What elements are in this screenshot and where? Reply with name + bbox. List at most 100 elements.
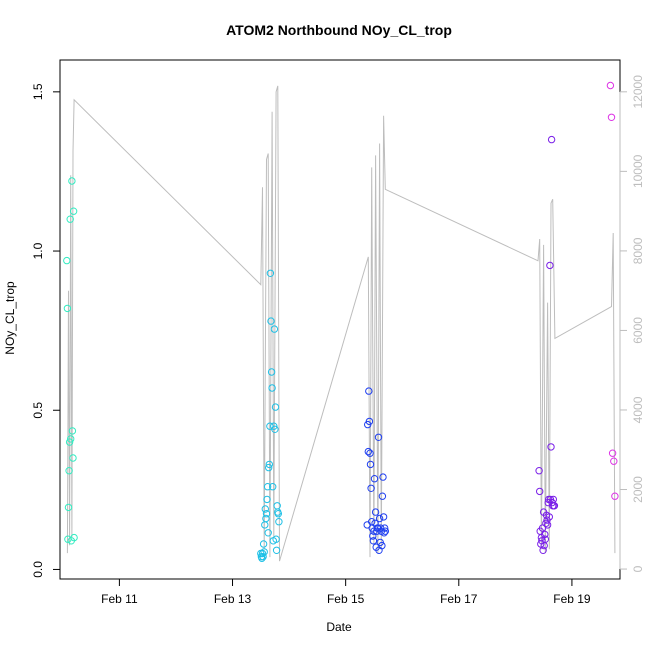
x-tick-label: Feb 11: [101, 592, 138, 606]
data-point: [545, 513, 553, 521]
secondary-y-tick-label: 10000: [631, 154, 645, 188]
data-point: [275, 518, 283, 526]
data-point: [271, 403, 280, 411]
data-point: [70, 533, 78, 542]
data-point: [374, 433, 383, 441]
data-point: [67, 435, 75, 443]
data-point: [261, 505, 269, 513]
data-point: [608, 449, 617, 457]
y-axis: 0.0 0.5 1.0 1.5: [31, 83, 61, 578]
data-point: [538, 537, 546, 545]
data-point: [271, 425, 279, 433]
data-point: [367, 484, 375, 492]
data-point: [266, 269, 275, 277]
data-point: [364, 447, 372, 456]
data-point: [262, 510, 271, 518]
data-point: [379, 513, 388, 521]
secondary-y-tick-label: 12000: [631, 75, 645, 109]
x-tick-label: Feb 15: [327, 592, 365, 606]
data-point: [274, 510, 282, 518]
data-point: [365, 387, 373, 395]
data-point: [365, 417, 374, 426]
data-point: [371, 508, 380, 516]
y-tick-label: 1.0: [31, 242, 45, 259]
secondary-series-line: [66, 85, 616, 562]
data-point: [378, 492, 387, 500]
data-point: [543, 521, 552, 529]
y-axis-label: NOy_CL_trop: [3, 281, 17, 355]
data-point: [69, 207, 78, 215]
data-point: [268, 384, 276, 392]
secondary-y-tick-label: 8000: [631, 237, 645, 264]
secondary-y-tick-label: 6000: [631, 317, 645, 344]
data-point: [375, 514, 384, 523]
data-point: [381, 527, 389, 535]
chart-title: ATOM2 Northbound NOy_CL_trop: [226, 22, 452, 38]
y-tick-label: 0.0: [31, 561, 45, 578]
data-point: [611, 492, 619, 500]
data-point: [606, 81, 615, 90]
data-point: [380, 529, 388, 537]
x-tick-label: Feb 17: [440, 592, 478, 606]
secondary-series-polyline: [66, 85, 616, 562]
x-axis-label: Date: [326, 620, 352, 634]
secondary-y-axis: 0 2000 4000 6000 8000 10000 12000: [619, 75, 645, 572]
data-point: [265, 460, 273, 469]
secondary-y-tick-label: 0: [631, 565, 645, 572]
data-point: [547, 135, 556, 144]
y-tick-label: 1.5: [31, 83, 45, 100]
data-point: [267, 317, 275, 325]
data-point: [270, 422, 278, 430]
data-point: [64, 503, 73, 512]
data-point: [366, 449, 374, 457]
data-point: [260, 548, 268, 556]
data-point: [65, 467, 73, 475]
data-point: [538, 524, 547, 532]
data-point: [547, 443, 555, 451]
data-point: [63, 256, 71, 265]
data-point: [262, 514, 270, 523]
data-point: [272, 535, 280, 543]
plot-box: [59, 59, 621, 580]
data-point: [259, 553, 267, 561]
data-point: [258, 549, 267, 558]
data-point: [610, 457, 618, 465]
data-point: [541, 530, 549, 539]
data-point: [68, 427, 77, 435]
y-tick-label: 0.5: [31, 402, 45, 419]
data-point: [535, 467, 543, 475]
data-point: [536, 487, 544, 496]
data-point: [541, 535, 549, 543]
data-point: [546, 261, 554, 270]
secondary-y-tick-label: 4000: [631, 396, 645, 423]
x-tick-label: Feb 13: [214, 592, 252, 606]
data-point: [263, 483, 272, 491]
data-point: [366, 460, 375, 469]
data-point: [379, 473, 387, 481]
data-point: [69, 454, 77, 462]
secondary-y-tick-label: 2000: [631, 476, 645, 503]
data-points: [63, 81, 619, 562]
data-point: [272, 546, 281, 554]
data-point: [369, 532, 377, 540]
x-tick-label: Feb 19: [553, 592, 591, 606]
data-point: [378, 541, 386, 550]
data-point: [542, 519, 550, 527]
data-point: [258, 554, 266, 562]
data-point: [381, 524, 389, 532]
data-point: [269, 483, 277, 491]
data-point: [270, 325, 279, 333]
data-point: [265, 463, 273, 472]
data-point: [267, 368, 276, 376]
data-point: [65, 438, 74, 446]
data-point: [259, 540, 268, 548]
data-point: [68, 177, 76, 185]
data-point: [264, 529, 272, 537]
x-axis: Feb 11 Feb 13 Feb 15 Feb 17 Feb 19: [101, 578, 591, 606]
data-point: [539, 546, 547, 554]
data-point: [370, 475, 379, 483]
data-point: [369, 537, 378, 545]
data-point: [66, 215, 74, 223]
data-point: [263, 495, 271, 504]
